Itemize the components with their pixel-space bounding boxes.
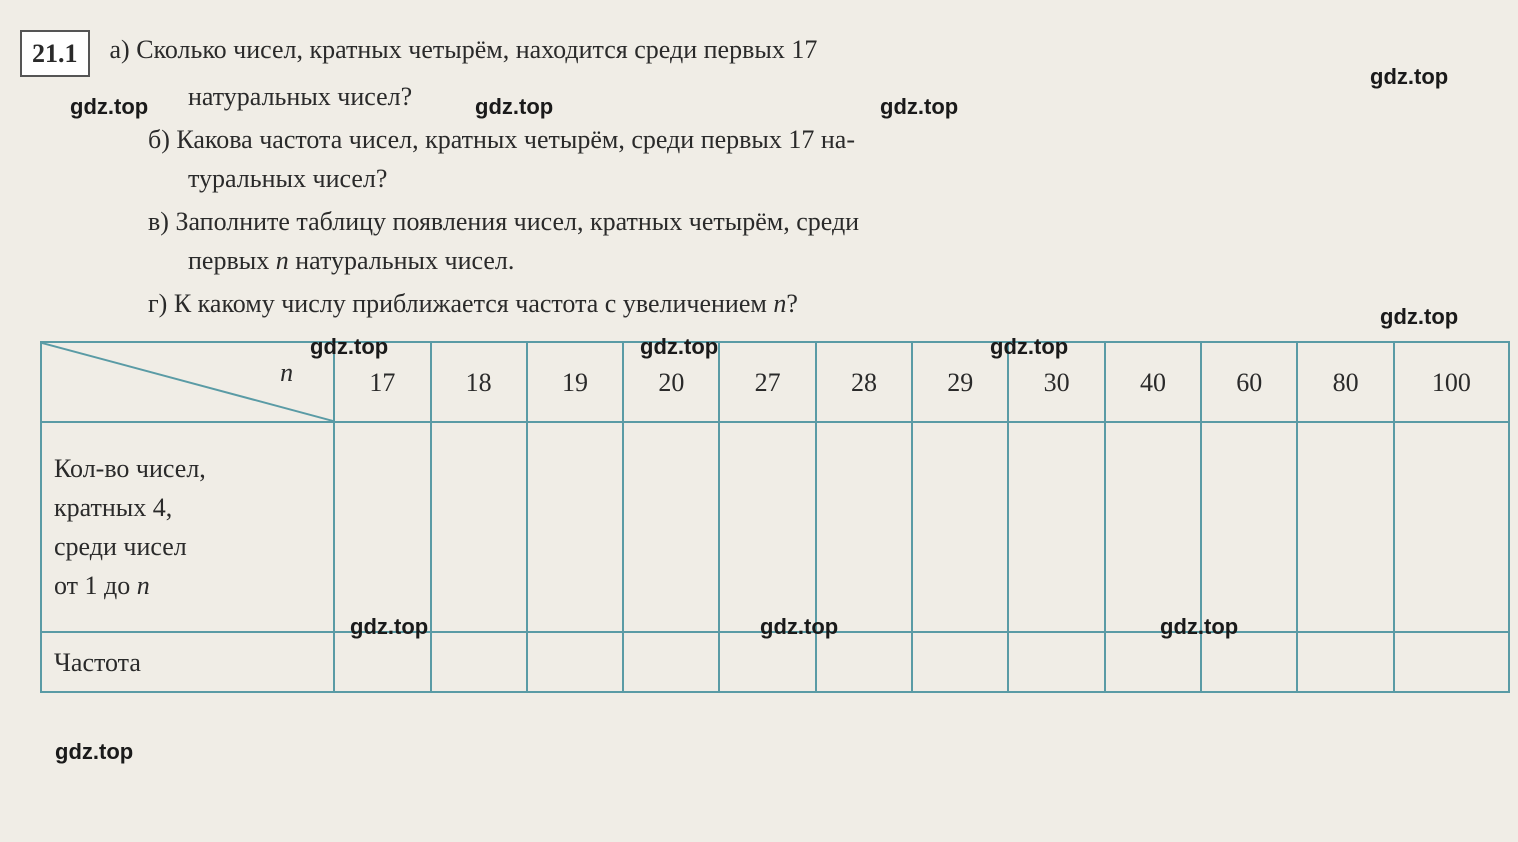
- col-header: 27: [719, 342, 815, 422]
- table-cell: [334, 632, 430, 692]
- var-n: n: [773, 289, 786, 318]
- table-cell: [1394, 422, 1509, 632]
- table-cell: [1394, 632, 1509, 692]
- problem-number: 21.1: [20, 30, 90, 77]
- table-container: n 17 18 19 20 27 28 29 30 40 60 80 100 К…: [40, 341, 1498, 693]
- table-cell: [719, 422, 815, 632]
- col-header: 19: [527, 342, 623, 422]
- table-cell: [912, 422, 1008, 632]
- subproblem-a-line2: натуральных чисел?: [188, 77, 1498, 116]
- subproblem-b: б) Какова частота чисел, кратных четырём…: [148, 120, 1498, 159]
- table-cell: [334, 422, 430, 632]
- first-line: 21.1 а) Сколько чисел, кратных четырём, …: [20, 30, 1498, 77]
- subproblem-d-label: г): [148, 289, 167, 318]
- subproblem-d: г) К какому числу приближается частота с…: [148, 284, 1498, 323]
- header-n: n: [280, 353, 293, 392]
- subproblem-b-line2: туральных чисел?: [188, 159, 1498, 198]
- table-cell: [1201, 422, 1297, 632]
- data-table: n 17 18 19 20 27 28 29 30 40 60 80 100 К…: [40, 341, 1510, 693]
- col-header: 17: [334, 342, 430, 422]
- var-n: n: [276, 246, 289, 275]
- table-row-count: Кол-во чисел, кратных 4, среди чисел от …: [41, 422, 1509, 632]
- col-header: 28: [816, 342, 912, 422]
- table-cell: [719, 632, 815, 692]
- col-header: 40: [1105, 342, 1201, 422]
- table-cell: [1297, 422, 1393, 632]
- table-cell: [1297, 632, 1393, 692]
- table-cell: [1105, 632, 1201, 692]
- col-header: 60: [1201, 342, 1297, 422]
- diagonal-header-cell: n: [41, 342, 334, 422]
- table-cell: [1105, 422, 1201, 632]
- subproblem-c-label: в): [148, 207, 169, 236]
- table-cell: [1008, 632, 1104, 692]
- col-header: 100: [1394, 342, 1509, 422]
- subproblem-b-label: б): [148, 125, 170, 154]
- col-header: 18: [431, 342, 527, 422]
- subproblem-c-line2: первых n натуральных чисел.: [188, 241, 1498, 280]
- table-header-row: n 17 18 19 20 27 28 29 30 40 60 80 100: [41, 342, 1509, 422]
- table-cell: [431, 422, 527, 632]
- table-cell: [912, 632, 1008, 692]
- table-cell: [623, 422, 719, 632]
- subproblem-b-text1: Какова частота чисел, кратных четырём, с…: [176, 125, 855, 154]
- row-header-count: Кол-во чисел, кратных 4, среди чисел от …: [41, 422, 334, 632]
- row-header-frequency: Частота: [41, 632, 334, 692]
- watermark: gdz.top: [55, 735, 133, 768]
- table-cell: [816, 632, 912, 692]
- table-cell: [1201, 632, 1297, 692]
- table-cell: [816, 422, 912, 632]
- table-cell: [431, 632, 527, 692]
- col-header: 20: [623, 342, 719, 422]
- subproblem-a-label: а): [110, 35, 130, 64]
- table-cell: [623, 632, 719, 692]
- col-header: 80: [1297, 342, 1393, 422]
- subproblem-c: в) Заполните таблицу появления чисел, кр…: [148, 202, 1498, 241]
- table-cell: [527, 632, 623, 692]
- subproblem-d-text: К какому числу приближается частота с ув…: [174, 289, 774, 318]
- col-header: 30: [1008, 342, 1104, 422]
- subproblem-c-text1: Заполните таблицу появления чисел, кратн…: [175, 207, 859, 236]
- subproblem-a: а) Сколько чисел, кратных четырём, наход…: [110, 30, 818, 69]
- col-header: 29: [912, 342, 1008, 422]
- table-cell: [1008, 422, 1104, 632]
- table-row-frequency: Частота: [41, 632, 1509, 692]
- subproblem-a-text1: Сколько чисел, кратных четырём, находитс…: [136, 35, 817, 64]
- problem-container: 21.1 а) Сколько чисел, кратных четырём, …: [20, 30, 1498, 693]
- table-cell: [527, 422, 623, 632]
